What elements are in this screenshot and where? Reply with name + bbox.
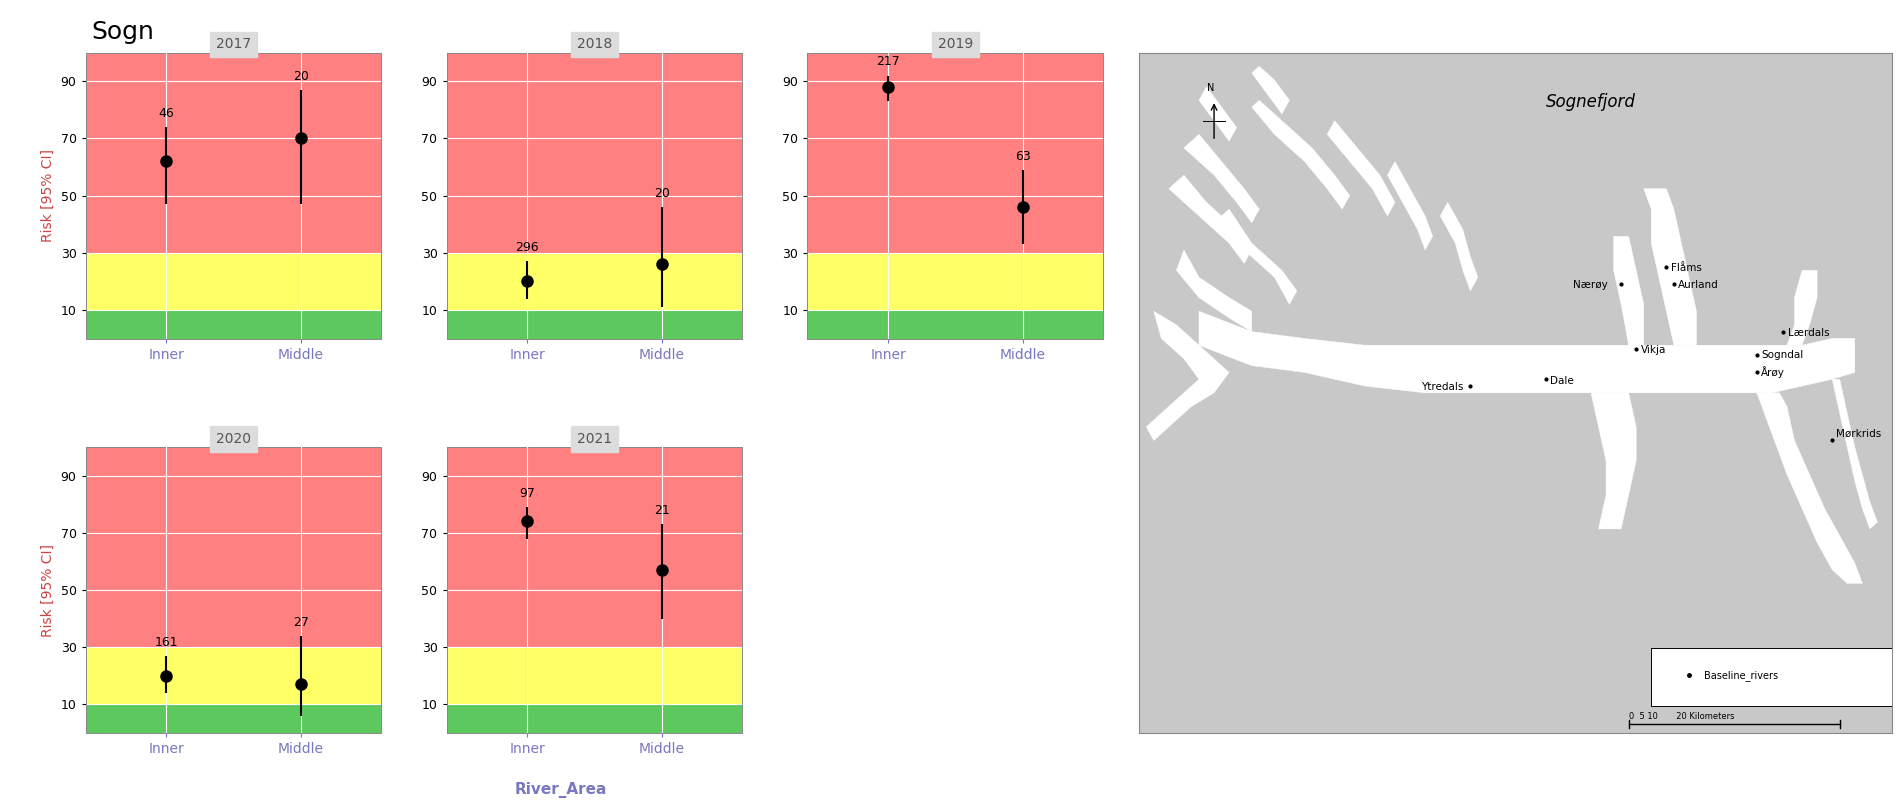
Text: Flåms: Flåms bbox=[1670, 263, 1702, 273]
Bar bbox=[808, 53, 1103, 253]
Text: Dale: Dale bbox=[1550, 376, 1575, 386]
Bar bbox=[808, 310, 1103, 339]
Bar bbox=[86, 253, 382, 310]
Text: 217: 217 bbox=[877, 55, 900, 68]
Text: Årøy: Årøy bbox=[1761, 366, 1786, 378]
Bar bbox=[447, 705, 742, 733]
Bar bbox=[86, 647, 382, 705]
Y-axis label: Risk [95% CI]: Risk [95% CI] bbox=[42, 149, 55, 242]
Title: 2018: 2018 bbox=[576, 37, 612, 52]
Bar bbox=[447, 253, 742, 310]
Bar bbox=[86, 310, 382, 339]
Text: Sogndal: Sogndal bbox=[1761, 351, 1803, 360]
Polygon shape bbox=[1328, 121, 1394, 216]
Polygon shape bbox=[1387, 161, 1432, 250]
Bar bbox=[86, 705, 382, 733]
Polygon shape bbox=[1252, 66, 1290, 114]
Bar bbox=[86, 447, 382, 647]
Text: Baseline_rivers: Baseline_rivers bbox=[1704, 670, 1778, 680]
FancyBboxPatch shape bbox=[1651, 648, 1892, 706]
Y-axis label: Risk [95% CI]: Risk [95% CI] bbox=[42, 544, 55, 637]
Text: 46: 46 bbox=[158, 107, 175, 120]
Text: Aurland: Aurland bbox=[1678, 280, 1719, 290]
Text: Sognefjord: Sognefjord bbox=[1546, 93, 1636, 112]
Title: 2019: 2019 bbox=[938, 37, 974, 52]
Polygon shape bbox=[1183, 134, 1259, 223]
Text: River_Area: River_Area bbox=[515, 782, 607, 798]
Bar bbox=[808, 253, 1103, 310]
Polygon shape bbox=[1788, 271, 1816, 345]
Polygon shape bbox=[1147, 311, 1229, 441]
Text: Mørkrids: Mørkrids bbox=[1835, 428, 1881, 439]
Polygon shape bbox=[1198, 311, 1854, 393]
Text: 296: 296 bbox=[515, 241, 538, 254]
Text: 20: 20 bbox=[654, 187, 670, 200]
Text: 0  5 10       20 Kilometers: 0 5 10 20 Kilometers bbox=[1628, 711, 1735, 721]
Text: Vikja: Vikja bbox=[1641, 345, 1666, 355]
Title: 2020: 2020 bbox=[217, 432, 251, 446]
Bar bbox=[447, 647, 742, 705]
Polygon shape bbox=[1757, 393, 1862, 583]
Polygon shape bbox=[1643, 189, 1697, 345]
Polygon shape bbox=[1613, 237, 1643, 345]
Polygon shape bbox=[1175, 250, 1252, 331]
Text: Sogn: Sogn bbox=[91, 20, 154, 45]
Text: Nærøy: Nærøy bbox=[1573, 280, 1607, 290]
Text: 21: 21 bbox=[654, 504, 670, 518]
Text: 20: 20 bbox=[293, 70, 308, 83]
Bar bbox=[86, 53, 382, 253]
Bar bbox=[447, 53, 742, 253]
Text: 97: 97 bbox=[519, 487, 534, 500]
Title: 2021: 2021 bbox=[576, 432, 612, 446]
Text: 63: 63 bbox=[1014, 150, 1031, 163]
Bar bbox=[447, 447, 742, 647]
Text: 161: 161 bbox=[154, 636, 179, 649]
Polygon shape bbox=[1170, 175, 1252, 263]
Polygon shape bbox=[1198, 87, 1236, 141]
Text: N: N bbox=[1206, 83, 1213, 93]
Polygon shape bbox=[1590, 393, 1636, 529]
Text: Ytredals: Ytredals bbox=[1421, 382, 1465, 392]
Polygon shape bbox=[1440, 202, 1478, 291]
Title: 2017: 2017 bbox=[217, 37, 251, 52]
Polygon shape bbox=[1213, 209, 1297, 305]
Text: Lærdals: Lærdals bbox=[1788, 328, 1830, 338]
Bar bbox=[447, 310, 742, 339]
Polygon shape bbox=[1252, 100, 1350, 209]
Text: 27: 27 bbox=[293, 616, 308, 629]
Polygon shape bbox=[1832, 379, 1877, 529]
